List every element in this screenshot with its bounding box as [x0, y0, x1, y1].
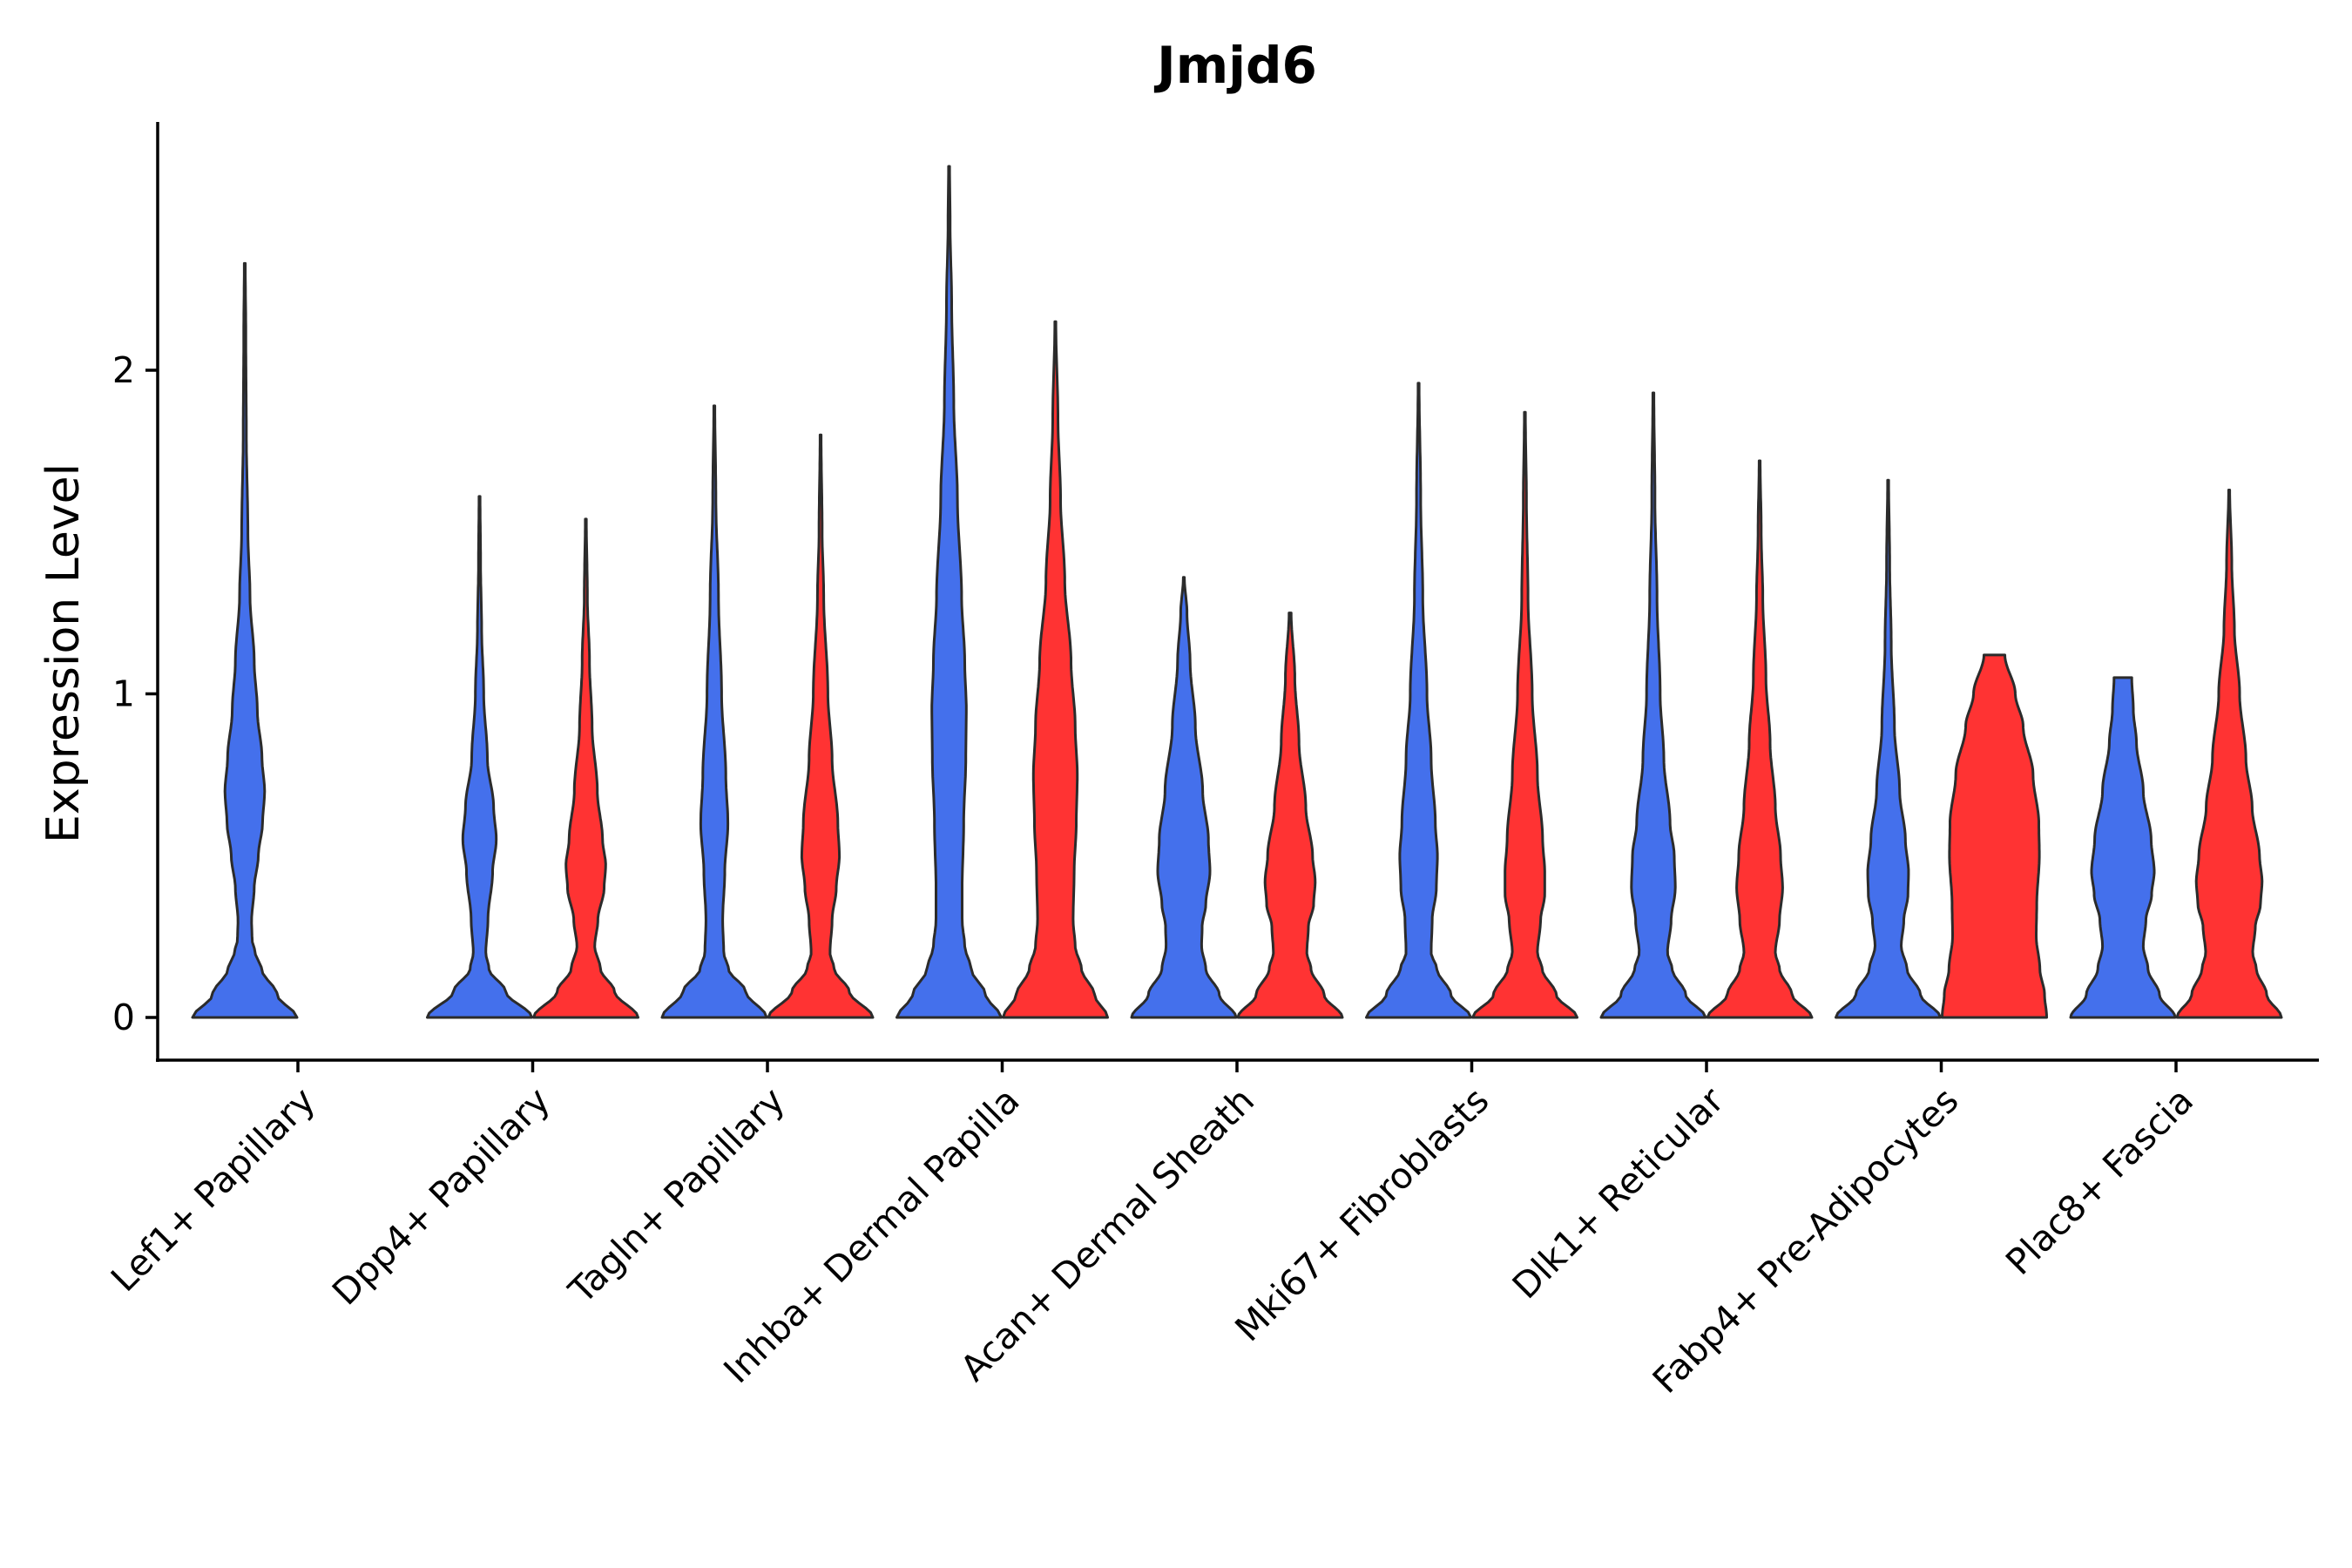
y-tick-label: 1 [112, 673, 135, 715]
x-tick-label: Lef1+ Papillary [103, 1079, 323, 1300]
y-tick-label: 0 [112, 997, 135, 1038]
violin-mki67-fibroblasts-group-1 [1365, 382, 1472, 1019]
violin-fabp4-pre-adipocytes-group-2 [1941, 653, 2048, 1019]
x-tick-label: Plac8+ Fascia [1997, 1079, 2201, 1283]
y-axis-label: Expression Level [37, 463, 90, 843]
x-tick-label: Dlk1+ Reticular [1504, 1079, 1732, 1307]
violins-layer [191, 165, 2283, 1019]
violin-dpp4-papillary-group-2 [532, 517, 639, 1019]
violin-lef1-papillary-group-1 [191, 261, 299, 1019]
violin-plac8-fascia-group-2 [2175, 489, 2283, 1019]
x-tick-label: Dpp4+ Papillary [324, 1079, 558, 1313]
violin-acan-dermal-sheath-group-2 [1236, 612, 1344, 1019]
violin-plac8-fascia-group-1 [2069, 676, 2177, 1019]
violin-fabp4-pre-adipocytes-group-1 [1835, 478, 1942, 1019]
violin-dpp4-papillary-group-1 [426, 495, 533, 1019]
y-tick-label: 2 [112, 349, 135, 391]
violin-inhba-dermal-papilla-group-1 [896, 165, 1003, 1019]
chart-title: Jmjd6 [1153, 36, 1317, 95]
x-ticks: Lef1+ Papillary Dpp4+ Papillary Tagln+ Pap… [103, 1060, 2201, 1402]
violin-mki67-fibroblasts-group-2 [1471, 410, 1578, 1019]
violin-acan-dermal-sheath-group-1 [1130, 576, 1238, 1019]
violin-tagln-papillary-group-1 [660, 404, 768, 1019]
violin-dlk1-reticular-group-2 [1706, 459, 1814, 1019]
violin-tagln-papillary-group-2 [767, 433, 875, 1019]
violin-dlk1-reticular-group-1 [1599, 391, 1707, 1019]
violin-inhba-dermal-papilla-group-2 [1002, 320, 1109, 1019]
y-ticks: 0 1 2 [112, 349, 158, 1038]
x-tick-label: Tagln+ Papillary [560, 1079, 793, 1312]
x-tick-label: Mki67+ Fibroblasts [1227, 1079, 1497, 1349]
